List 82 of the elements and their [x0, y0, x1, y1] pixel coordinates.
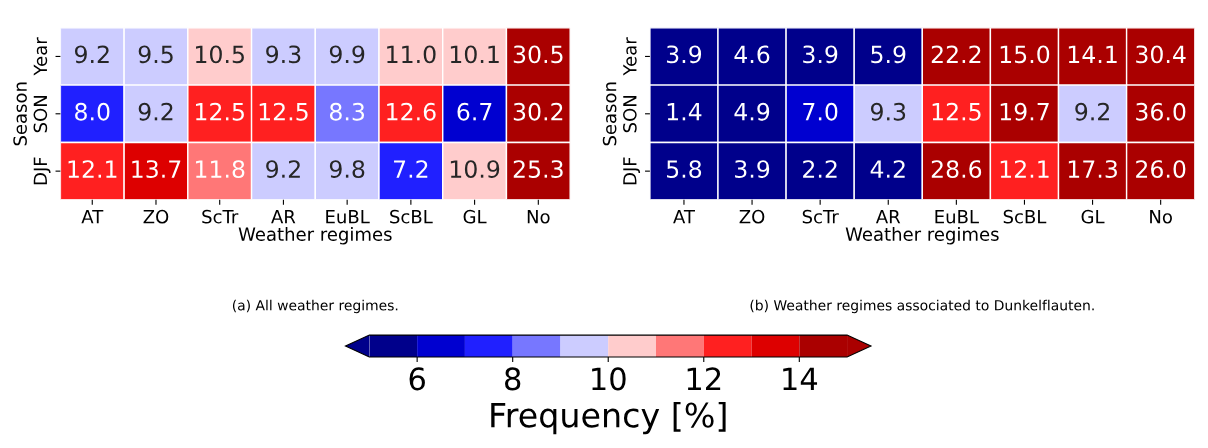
data-label: 10.5 — [196, 45, 244, 64]
x-tick-label: GL — [463, 209, 487, 224]
data-label: 12.5 — [196, 102, 244, 121]
data-label: 4.2 — [870, 160, 905, 178]
data-label: 15.0 — [1000, 45, 1050, 64]
color-bar-title: Frequency [%] — [491, 401, 726, 435]
data-label: 9.9 — [329, 45, 365, 64]
data-label: 5.9 — [871, 45, 906, 64]
data-label: 9.2 — [266, 160, 300, 178]
data-label: 9.8 — [329, 160, 365, 178]
data-label: 9.3 — [870, 102, 906, 121]
x-tick-label: ZO — [143, 209, 169, 224]
y-tick-label: Year — [33, 37, 48, 76]
data-label: 22.2 — [931, 45, 981, 63]
data-label: 6.7 — [457, 102, 492, 121]
x-tick-label: EuBL — [935, 210, 979, 224]
y-tick-label: Year — [623, 37, 637, 76]
data-label: 11.8 — [196, 160, 245, 178]
data-label: 25.3 — [513, 160, 563, 178]
x-tick-label: GL — [1081, 209, 1105, 224]
text: (a) All weather regimes. — [232, 299, 398, 314]
data-label: 17.3 — [1068, 160, 1117, 178]
text: (b) Weather regimes associated to Dunkelflauten. — [750, 299, 1094, 314]
data-label: 4.6 — [734, 45, 770, 64]
data-label: 12.5 — [259, 102, 308, 121]
x-tick-label: ScTr — [202, 209, 239, 224]
y-tick-label: SON — [33, 95, 48, 133]
data-label: 19.7 — [1000, 102, 1049, 121]
x-tick-label: AT — [81, 210, 104, 224]
y-tick-label: DJF — [623, 157, 641, 185]
x-tick-label: EuBL — [326, 210, 370, 224]
color-bar-label: 14 — [783, 367, 818, 390]
data-label: 12.1 — [68, 160, 117, 178]
y-axis-title: Season — [602, 82, 617, 146]
data-label: 9.2 — [1075, 102, 1109, 121]
x-tick-label: ScBL — [390, 209, 433, 224]
data-label: 28.6 — [931, 160, 982, 178]
data-label: 13.7 — [132, 160, 181, 178]
data-label: 9.2 — [138, 102, 173, 121]
color-bar-label: 10 — [592, 367, 626, 391]
data-label: 36.0 — [1136, 102, 1186, 121]
x-tick-label: ScTr — [802, 209, 839, 224]
x-tick-label: AR — [271, 210, 296, 224]
data-label: 30.2 — [513, 102, 563, 121]
data-label: 11.0 — [387, 45, 436, 64]
color-bar-label: 8 — [505, 367, 521, 391]
y-tick-label: SON — [623, 95, 637, 133]
data-label: 5.8 — [667, 160, 702, 178]
data-label: 7.2 — [394, 160, 428, 178]
data-label: 12.5 — [932, 102, 981, 121]
x-tick-label: AT — [673, 210, 695, 224]
color-bar-label: 6 — [409, 367, 425, 391]
data-label: 30.5 — [513, 45, 563, 64]
x-tick-label: ZO — [739, 209, 765, 224]
data-label: 7.0 — [803, 102, 838, 121]
color-bar-label: 12 — [687, 367, 721, 390]
x-axis-title: Weather regimes — [238, 227, 392, 245]
y-axis-title: Season — [13, 82, 27, 146]
y-tick-label: DJF — [33, 157, 51, 185]
data-label: 14.1 — [1068, 45, 1117, 63]
data-label: 9.3 — [266, 45, 301, 64]
data-label: 8.3 — [329, 102, 365, 121]
data-label: 3.9 — [735, 160, 770, 178]
data-label: 3.9 — [803, 45, 838, 64]
data-label: 12.1 — [1000, 160, 1049, 178]
data-label: 10.9 — [450, 160, 500, 178]
data-label: 4.9 — [734, 102, 770, 121]
x-axis-title: Weather regimes — [845, 227, 999, 245]
x-tick-label: No — [1150, 210, 1172, 224]
data-label: 3.9 — [666, 45, 702, 64]
data-label: 1.4 — [667, 103, 702, 121]
data-label: 30.4 — [1136, 45, 1186, 64]
data-label: 2.2 — [803, 160, 837, 178]
data-label: 10.1 — [450, 45, 499, 64]
x-tick-label: No — [527, 210, 550, 224]
data-label: 9.2 — [74, 45, 109, 64]
x-tick-label: ScBL — [1003, 209, 1047, 224]
data-label: 9.5 — [138, 45, 173, 64]
x-tick-label: AR — [875, 210, 901, 224]
data-label: 26.0 — [1136, 160, 1186, 178]
data-label: 12.6 — [387, 102, 436, 121]
data-label: 8.0 — [75, 102, 110, 121]
